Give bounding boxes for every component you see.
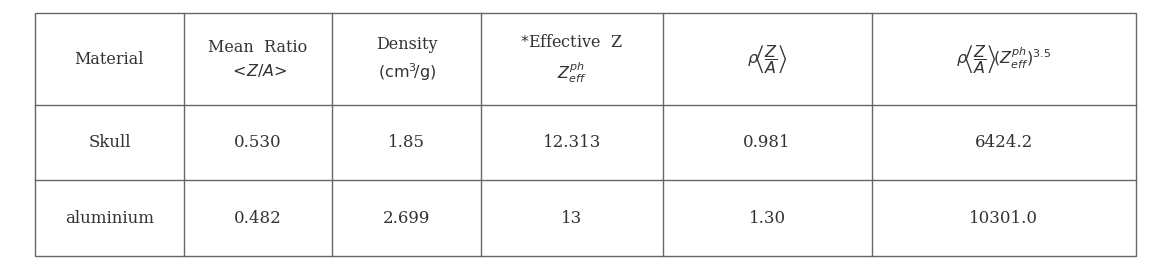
Text: 1.85: 1.85 [388,134,425,151]
Text: 0.482: 0.482 [234,210,282,226]
Text: 1.30: 1.30 [748,210,786,226]
Text: Skull: Skull [88,134,131,151]
Text: Material: Material [75,51,144,68]
Text: 2.699: 2.699 [383,210,430,226]
Text: $*$Effective  Z
$Z^{ph}_{eff}$: $*$Effective Z $Z^{ph}_{eff}$ [520,34,623,85]
Text: 0.981: 0.981 [744,134,790,151]
Text: $\rho\!\left\langle\dfrac{Z}{A}\right\rangle$: $\rho\!\left\langle\dfrac{Z}{A}\right\ra… [747,43,787,76]
Text: 12.313: 12.313 [542,134,601,151]
Text: Mean  Ratio
$<\!Z/A\!>$: Mean Ratio $<\!Z/A\!>$ [208,39,308,80]
Text: 6424.2: 6424.2 [974,134,1033,151]
Text: $\rho\!\left\langle\dfrac{Z}{A}\right\rangle\!(Z^{ph}_{eff})^{3.5}$: $\rho\!\left\langle\dfrac{Z}{A}\right\ra… [957,43,1052,76]
Text: aluminium: aluminium [64,210,153,226]
Text: 0.530: 0.530 [234,134,282,151]
Bar [35,13,1136,256]
Text: 13: 13 [561,210,582,226]
Text: Density
$(\mathrm{cm}^3\!/\mathrm{g})$: Density $(\mathrm{cm}^3\!/\mathrm{g})$ [376,36,438,83]
Text: 10301.0: 10301.0 [970,210,1039,226]
